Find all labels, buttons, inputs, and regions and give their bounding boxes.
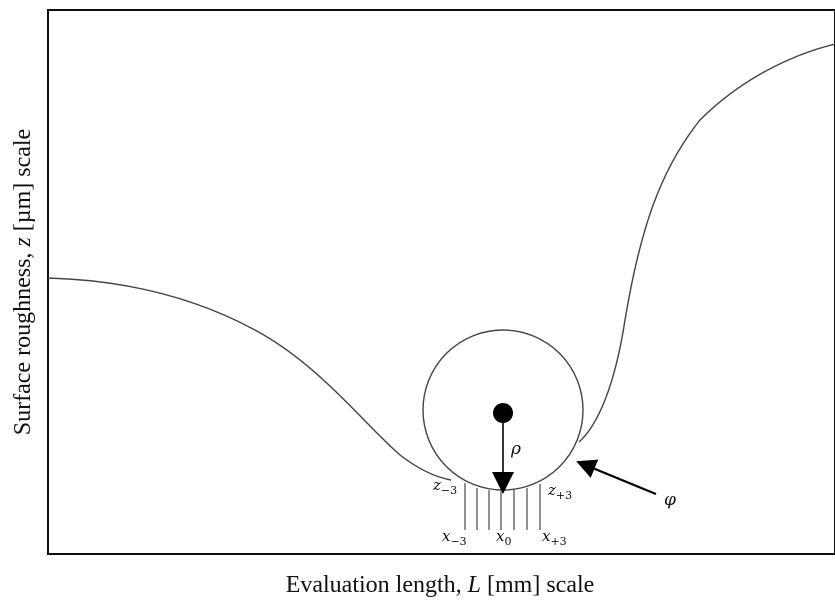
x-axis-title: Evaluation length, L [mm] scale (286, 572, 595, 598)
contact-angle-arrow (576, 459, 657, 496)
x-0-label: x0 (496, 527, 511, 548)
tip-center-point (493, 403, 513, 423)
plot-frame (47, 9, 835, 555)
x-minus-3-label: x−3 (442, 527, 467, 548)
x-plus-3-label: x+3 (542, 527, 567, 548)
sampling-lines (464, 483, 541, 530)
z-plus-3-label: z+3 (547, 481, 572, 502)
z-minus-3-label: z−3 (432, 476, 457, 497)
y-axis-title: Surface roughness, z [µm] scale (10, 129, 36, 435)
phi-label: φ (664, 490, 676, 510)
roughness-profile (47, 43, 835, 481)
rho-label: ρ (510, 439, 521, 459)
radius-arrow-head (492, 472, 514, 494)
